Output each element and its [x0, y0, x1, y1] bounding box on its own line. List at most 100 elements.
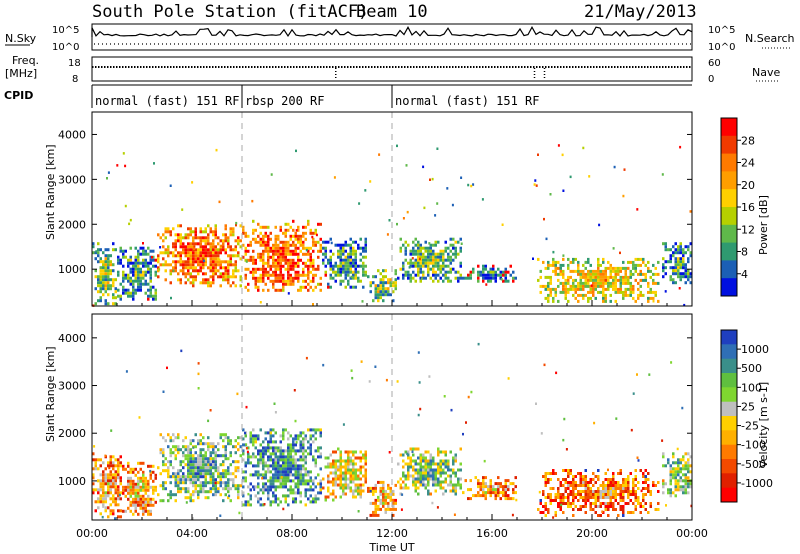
range-cell [192, 493, 195, 497]
range-cell [427, 264, 430, 268]
range-cell [182, 251, 185, 255]
range-cell [192, 499, 195, 503]
range-cell [242, 228, 245, 232]
range-cell [397, 462, 400, 466]
range-cell [572, 508, 575, 511]
range-cell [444, 453, 447, 457]
range-cell [512, 491, 515, 495]
range-cell [214, 490, 217, 494]
range-cell [289, 461, 292, 465]
range-cell [217, 275, 220, 279]
range-cell [104, 491, 107, 495]
range-cell [334, 273, 337, 277]
range-cell [469, 479, 472, 483]
range-cell [359, 477, 362, 481]
range-cell [362, 264, 365, 268]
range-cell [454, 249, 457, 253]
range-cell [157, 269, 160, 273]
range-cell [489, 273, 492, 277]
range-cell [184, 233, 187, 237]
sparse-echo [545, 237, 548, 241]
range-cell [217, 263, 220, 267]
range-cell [579, 293, 582, 297]
range-cell [127, 261, 130, 265]
range-cell [287, 443, 290, 447]
range-cell [177, 490, 180, 494]
range-cell [257, 252, 260, 256]
range-cell [179, 236, 182, 240]
range-cell [297, 449, 300, 453]
range-cell [407, 486, 410, 490]
range-cell [622, 278, 625, 282]
range-cell [214, 469, 217, 473]
range-cell [289, 443, 292, 447]
range-cell [189, 451, 192, 455]
range-cell [434, 252, 437, 256]
range-cell [234, 239, 237, 243]
range-cell [127, 461, 130, 465]
range-cell [342, 279, 345, 283]
range-cell [607, 278, 610, 282]
range-cell [414, 243, 417, 247]
sparse-echo [101, 515, 104, 519]
range-cell [229, 499, 232, 503]
range-cell [289, 488, 292, 492]
range-cell [632, 284, 635, 288]
range-cell [207, 242, 210, 246]
range-cell [302, 482, 305, 486]
range-cell [277, 458, 280, 462]
range-cell [684, 272, 687, 276]
range-cell [149, 473, 152, 477]
range-cell [437, 483, 440, 487]
range-cell [204, 481, 207, 485]
range-cell [572, 287, 575, 291]
sparse-echo [534, 179, 537, 182]
range-cell [679, 257, 682, 261]
range-cell [284, 485, 287, 489]
range-cell [172, 439, 175, 443]
range-cell [339, 456, 342, 460]
range-cell [192, 457, 195, 461]
range-cell [129, 509, 132, 513]
range-cell [332, 252, 335, 256]
range-cell [542, 490, 545, 493]
range-cell [364, 462, 367, 466]
range-cell [97, 251, 100, 255]
range-cell [602, 296, 605, 300]
range-cell [292, 252, 295, 256]
range-cell [284, 231, 287, 235]
range-cell [247, 458, 250, 462]
range-cell [647, 478, 650, 481]
sparse-echo [543, 363, 546, 367]
range-cell [287, 479, 290, 483]
range-cell [137, 249, 140, 253]
range-cell [607, 490, 610, 493]
range-cell [419, 483, 422, 487]
range-cell [339, 471, 342, 475]
range-cell [417, 249, 420, 253]
range-cell [197, 257, 200, 261]
range-cell [567, 275, 570, 279]
range-cell [314, 231, 317, 235]
range-cell [202, 472, 205, 476]
range-cell [219, 275, 222, 279]
range-cell [352, 495, 355, 499]
range-cell [112, 248, 115, 252]
range-cell [319, 467, 322, 471]
range-cell [557, 266, 560, 270]
range-cell [622, 266, 625, 270]
range-cell [289, 491, 292, 495]
range-cell [497, 267, 500, 271]
range-cell [297, 288, 300, 292]
range-cell [254, 473, 257, 477]
range-cell [684, 464, 687, 468]
range-cell [117, 473, 120, 477]
range-cell [644, 278, 647, 282]
range-cell [554, 496, 557, 499]
range-cell [602, 299, 605, 303]
range-cell [164, 278, 167, 282]
range-cell [257, 255, 260, 259]
range-cell [257, 234, 260, 238]
